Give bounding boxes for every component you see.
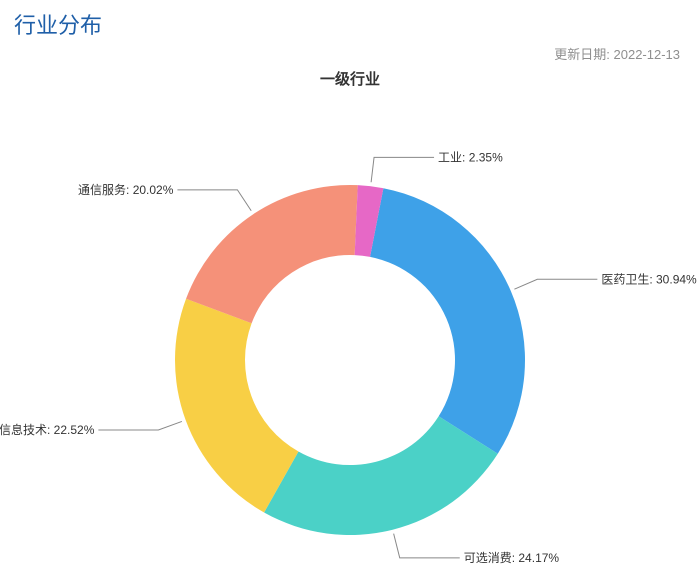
label-工业: 工业: 2.35% bbox=[438, 150, 503, 164]
leader-医药卫生 bbox=[514, 279, 597, 289]
slice-通信服务[interactable] bbox=[186, 185, 358, 323]
page-container: 行业分布 更新日期: 2022-12-13 一级行业 医药卫生: 30.94%可… bbox=[0, 0, 700, 583]
chart-title: 一级行业 bbox=[0, 68, 700, 89]
slice-医药卫生[interactable] bbox=[370, 188, 525, 454]
slice-信息技术[interactable] bbox=[175, 299, 298, 513]
leader-信息技术 bbox=[98, 421, 181, 430]
label-医药卫生: 医药卫生: 30.94% bbox=[601, 272, 697, 286]
leader-可选消费 bbox=[394, 534, 460, 558]
label-信息技术: 信息技术: 22.52% bbox=[0, 422, 95, 437]
leader-工业 bbox=[371, 157, 434, 182]
leader-通信服务 bbox=[177, 190, 251, 211]
page-title: 行业分布 bbox=[14, 8, 102, 40]
donut-chart: 医药卫生: 30.94% 可选消费: 24.17% 信息技术: 22.52% 通信服务… bbox=[0, 60, 700, 583]
label-可选消费: 可选消费: 24.17% bbox=[464, 551, 560, 565]
label-通信服务: 通信服务: 20.02% bbox=[78, 182, 174, 197]
slice-可选消费[interactable] bbox=[264, 416, 498, 535]
chart-area: 一级行业 医药卫生: 30.94% 可选消费: 24.17% 信息技术: 22.52… bbox=[0, 60, 700, 583]
